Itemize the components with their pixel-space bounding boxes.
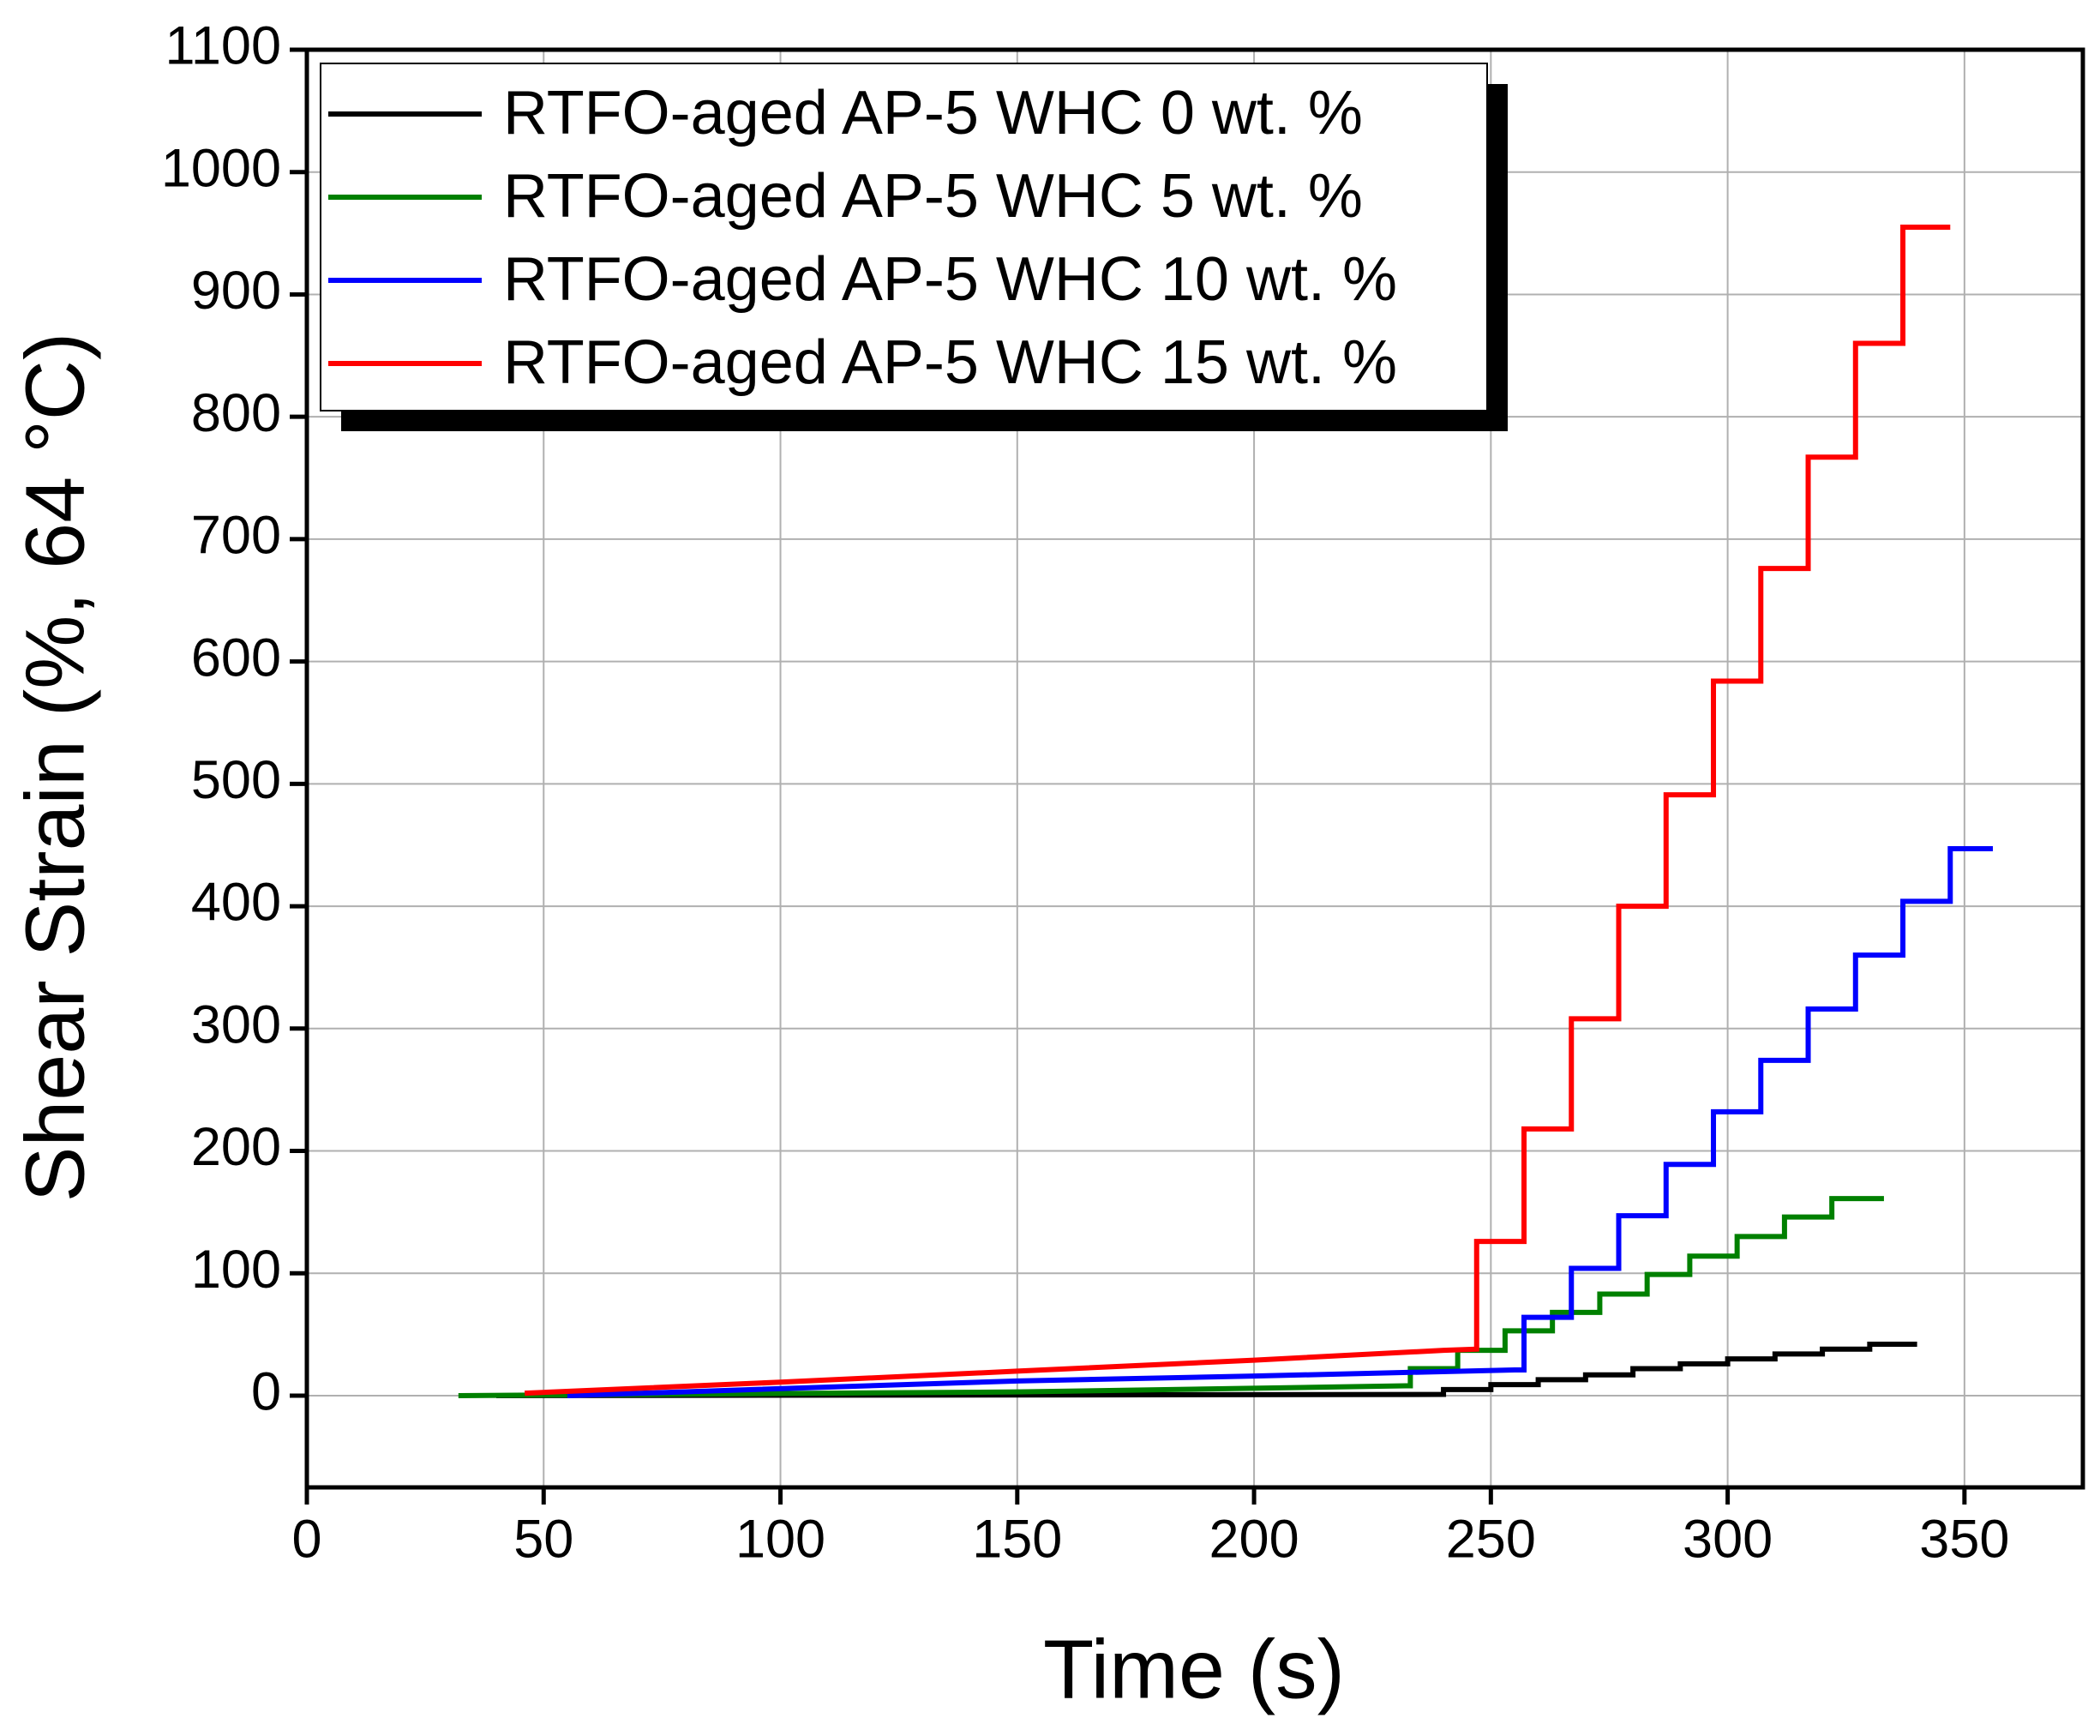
x-tick-label: 50: [513, 1510, 573, 1570]
legend-label: RTFO-aged AP-5 WHC 0 wt. %: [503, 79, 1363, 147]
x-tick-label: 300: [1683, 1510, 1773, 1570]
y-tick-label: 0: [251, 1362, 281, 1422]
y-tick-label: 900: [191, 261, 281, 321]
x-tick-label: 100: [735, 1510, 825, 1570]
y-tick-label: 400: [191, 873, 281, 933]
y-tick-label: 200: [191, 1117, 281, 1177]
x-tick-label: 350: [1919, 1510, 2009, 1570]
x-tick-label: 0: [291, 1510, 321, 1570]
x-tick-label: 150: [972, 1510, 1062, 1570]
y-axis-title: Shear Strain (%, 64 °C): [9, 333, 102, 1203]
legend-label: RTFO-aged AP-5 WHC 5 wt. %: [503, 162, 1363, 231]
series-line: [567, 845, 1994, 1398]
legend-label: RTFO-aged AP-5 WHC 15 wt. %: [503, 328, 1397, 397]
plot-frame: [304, 47, 2085, 1490]
y-tick-label: 700: [191, 506, 281, 566]
y-tick-label: 300: [191, 994, 281, 1054]
series-line: [496, 1342, 1917, 1398]
x-tick-label: 250: [1446, 1510, 1536, 1570]
legend-label: RTFO-aged AP-5 WHC 10 wt. %: [503, 245, 1397, 314]
series-line: [525, 224, 1951, 1397]
y-tick-label: 1100: [165, 16, 281, 76]
y-tick-label: 500: [191, 750, 281, 810]
x-tick-label: 200: [1209, 1510, 1299, 1570]
y-tick-label: 1000: [161, 138, 281, 198]
x-axis-title: Time (s): [1043, 1623, 1345, 1716]
y-tick-label: 800: [191, 383, 281, 443]
y-tick-label: 100: [191, 1240, 281, 1300]
y-tick-label: 600: [191, 628, 281, 688]
legend-box: [320, 63, 1488, 411]
